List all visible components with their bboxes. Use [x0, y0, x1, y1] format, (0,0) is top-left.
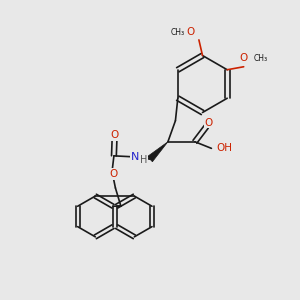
Text: O: O — [110, 130, 118, 140]
Text: O: O — [205, 118, 213, 128]
Text: O: O — [109, 169, 117, 179]
Text: N: N — [131, 152, 140, 162]
Text: CH₃: CH₃ — [170, 28, 184, 37]
Text: H: H — [140, 155, 148, 165]
Text: OH: OH — [216, 143, 232, 153]
Polygon shape — [147, 142, 168, 162]
Text: O: O — [240, 53, 248, 63]
Text: CH₃: CH₃ — [254, 54, 268, 63]
Text: O: O — [186, 27, 195, 38]
